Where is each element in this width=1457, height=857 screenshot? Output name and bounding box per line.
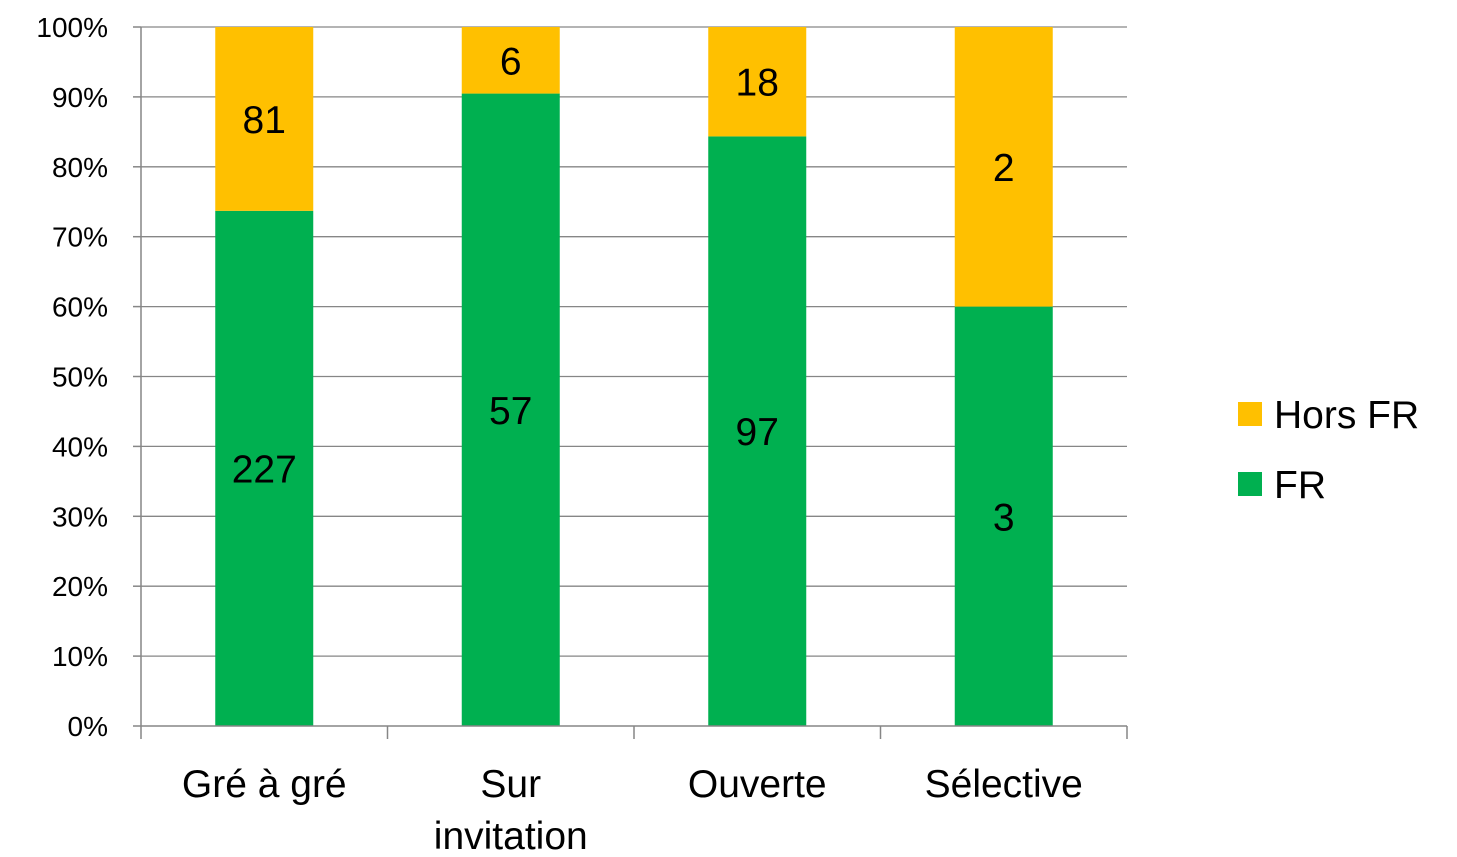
data-label: 3 — [993, 496, 1015, 539]
bar-segment-fr — [215, 210, 314, 726]
bar-segment-fr — [461, 93, 560, 727]
legend-swatch — [1238, 402, 1262, 426]
data-label: 227 — [232, 448, 297, 491]
data-label: 6 — [500, 40, 522, 83]
y-tick-label: 70% — [52, 222, 108, 253]
legend: Hors FR FR — [1238, 394, 1419, 507]
axes: 0% 10% 20% 30% 40% 50% 60% 70% 80% 90% 100% Gré à g… — [36, 12, 1128, 857]
data-label: 81 — [243, 99, 286, 142]
bar-segment-fr — [954, 306, 1053, 726]
y-tick-label: 80% — [52, 152, 108, 183]
x-category-label: Sur invitation — [434, 763, 588, 857]
legend-label: FR — [1274, 464, 1326, 507]
bar-segment-hors-fr — [461, 27, 560, 94]
data-label: 18 — [736, 62, 779, 105]
y-tick-label: 20% — [52, 571, 108, 602]
bars — [215, 27, 1053, 727]
data-label: 2 — [993, 147, 1015, 190]
y-tick-label: 0% — [68, 711, 108, 742]
y-tick-label: 30% — [52, 501, 108, 532]
bar-segment-hors-fr — [954, 27, 1053, 307]
data-label: 57 — [489, 390, 532, 433]
y-tick-label: 10% — [52, 641, 108, 672]
bar-segment-hors-fr — [708, 27, 807, 137]
x-category-label: Ouverte — [688, 763, 827, 806]
x-category-label: Gré à gré — [182, 763, 347, 806]
bar-segment-fr — [708, 136, 807, 726]
y-tick-label: 40% — [52, 431, 108, 462]
y-tick-label: 100% — [36, 12, 108, 43]
legend-label: Hors FR — [1274, 394, 1419, 437]
data-label: 97 — [736, 411, 779, 454]
bar-segment-hors-fr — [215, 27, 314, 211]
data-labels: 227 81 57 6 97 18 3 2 — [232, 40, 1015, 539]
y-tick-label: 60% — [52, 292, 108, 323]
legend-swatch — [1238, 472, 1262, 496]
y-tick-label: 50% — [52, 362, 108, 393]
x-category-label: Sélective — [925, 763, 1083, 806]
y-tick-label: 90% — [52, 82, 108, 113]
